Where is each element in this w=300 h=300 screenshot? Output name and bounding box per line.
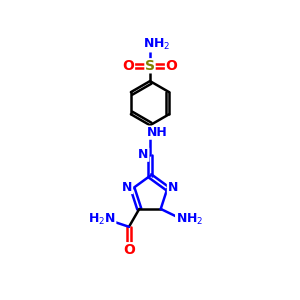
Text: N: N (167, 181, 178, 194)
Text: NH$_2$: NH$_2$ (143, 37, 170, 52)
Text: O: O (166, 59, 177, 73)
Text: N: N (138, 148, 149, 161)
Text: N: N (122, 181, 133, 194)
Text: H$_2$N: H$_2$N (88, 212, 116, 227)
Text: NH$_2$: NH$_2$ (176, 212, 203, 227)
Text: S: S (145, 59, 155, 73)
Text: O: O (123, 243, 135, 257)
Text: NH: NH (147, 126, 168, 139)
Text: O: O (123, 59, 134, 73)
